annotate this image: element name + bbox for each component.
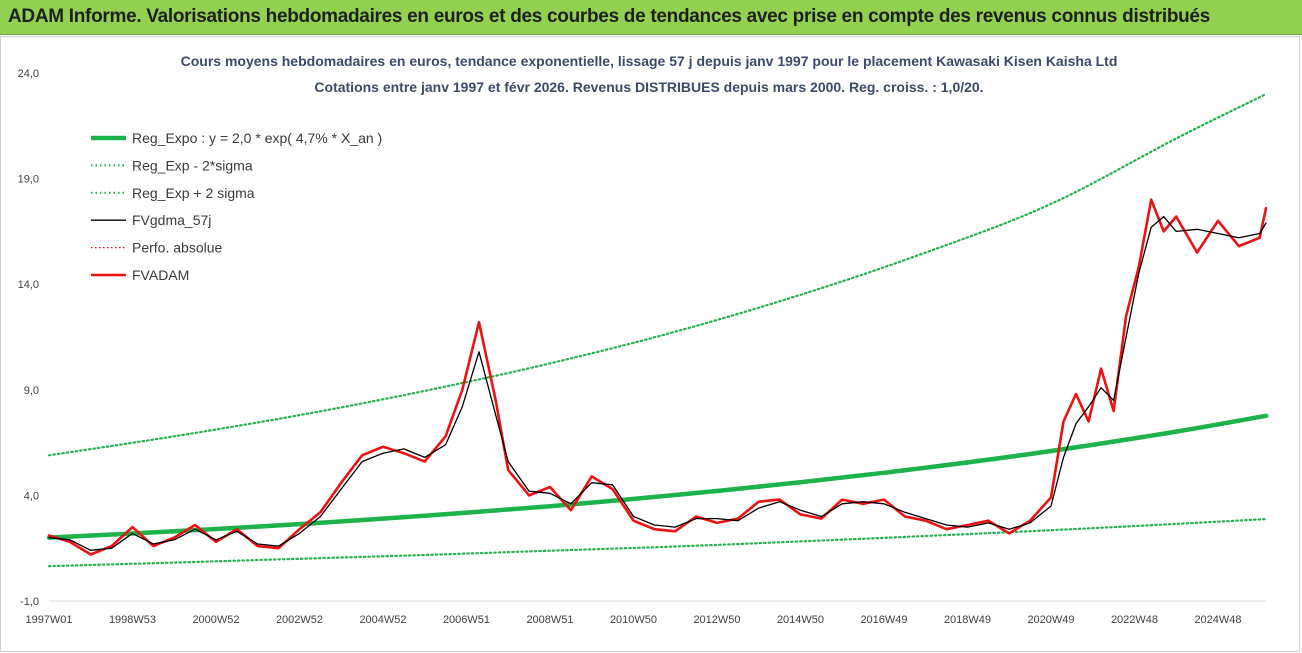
legend: Reg_Expo : y = 2,0 * exp( 4,7% * X_an ) R… <box>91 130 382 283</box>
legend-label: FVADAM <box>132 267 189 283</box>
x-tick-label: 2012W50 <box>693 614 740 626</box>
chart-title: Cours moyens hebdomadaires en euros, ten… <box>181 53 1118 69</box>
x-tick-label: 2022W48 <box>1111 614 1158 626</box>
reg-expo-line <box>46 413 1269 540</box>
x-tick-label: 2010W50 <box>610 614 657 626</box>
x-tick-label: 1998W53 <box>109 614 156 626</box>
y-tick-label: 9,0 <box>24 385 39 397</box>
fvgdma-line <box>48 215 1267 551</box>
sigma-band-line <box>47 93 1268 457</box>
x-tick-label: 1997W01 <box>25 614 72 626</box>
fvadam-line <box>47 198 1268 556</box>
chart-area: Cours moyens hebdomadaires en euros, ten… <box>0 36 1300 652</box>
x-tick-label: 2020W49 <box>1027 614 1074 626</box>
x-tick-label: 2016W49 <box>860 614 907 626</box>
x-tick-label: 2004W52 <box>359 614 406 626</box>
legend-label: Perfo. absolue <box>132 240 222 256</box>
x-tick-label: 2006W51 <box>443 614 490 626</box>
legend-label: Reg_Expo : y = 2,0 * exp( 4,7% * X_an ) <box>132 130 382 146</box>
legend-label: FVgdma_57j <box>132 212 211 228</box>
y-tick-label: 14,0 <box>18 279 39 291</box>
x-tick-label: 2008W51 <box>526 614 573 626</box>
x-tick-label: 2018W49 <box>944 614 991 626</box>
x-tick-label: 2002W52 <box>276 614 323 626</box>
chart-svg: Cours moyens hebdomadaires en euros, ten… <box>18 53 1269 626</box>
x-tick-label: 2024W48 <box>1194 614 1241 626</box>
x-tick-label: 2000W52 <box>192 614 239 626</box>
banner: ADAM Informe. Valorisations hebdomadaire… <box>0 0 1302 35</box>
y-tick-label: -1,0 <box>20 596 39 608</box>
chart-subtitle: Cotations entre janv 1997 et févr 2026. … <box>314 79 983 95</box>
sigma-band-line <box>47 518 1268 568</box>
y-tick-label: 4,0 <box>24 490 39 502</box>
banner-title: ADAM Informe. Valorisations hebdomadaire… <box>8 6 1210 27</box>
legend-label: Reg_Exp - 2*sigma <box>132 157 253 173</box>
plot-lines <box>46 93 1269 568</box>
x-tick-label: 2014W50 <box>777 614 824 626</box>
y-tick-label: 24,0 <box>18 68 39 80</box>
y-tick-label: 19,0 <box>18 174 39 186</box>
legend-label: Reg_Exp + 2 sigma <box>132 185 255 201</box>
axes: -1,0 4,0 9,0 14,0 19,0 24,0 1997W01 1998W53 2000… <box>18 68 1266 626</box>
